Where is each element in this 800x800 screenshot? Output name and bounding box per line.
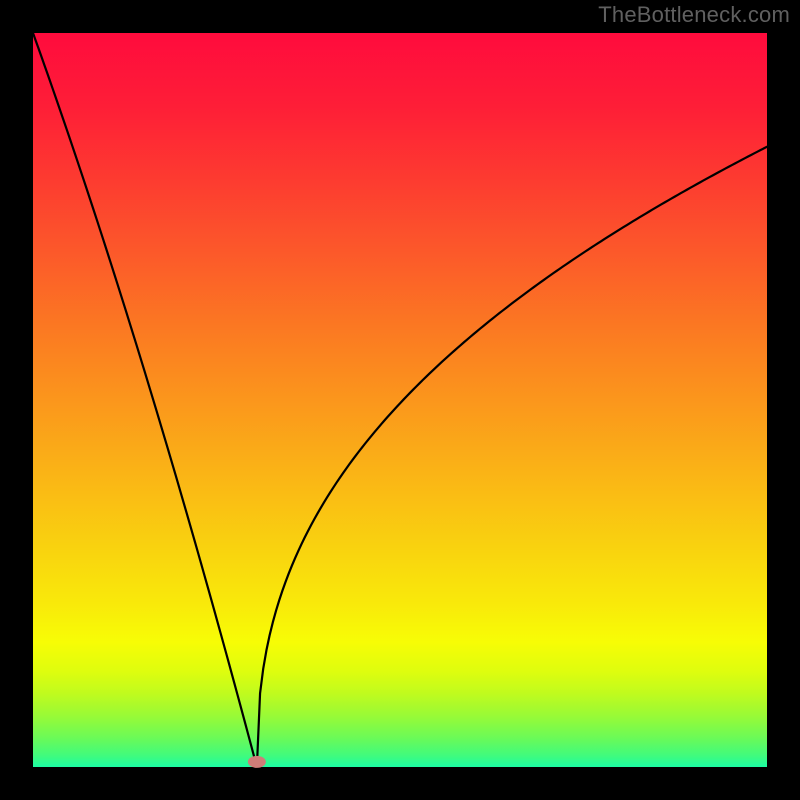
watermark-text: TheBottleneck.com <box>598 2 790 28</box>
minimum-marker <box>248 756 266 768</box>
chart-container: TheBottleneck.com <box>0 0 800 800</box>
plot-background <box>33 33 767 767</box>
chart-svg <box>0 0 800 800</box>
